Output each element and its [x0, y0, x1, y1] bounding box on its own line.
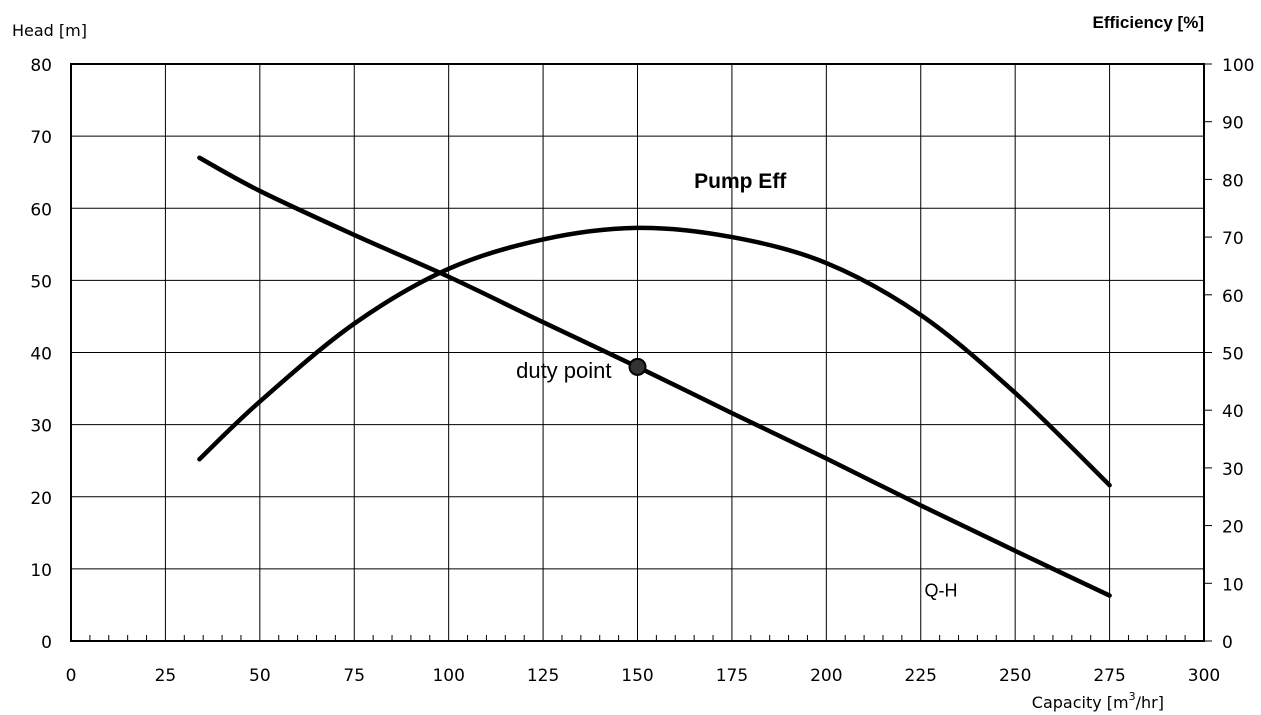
y-right-tick-label: 90: [1222, 114, 1244, 134]
y-right-tick-label: 20: [1222, 518, 1244, 538]
annotation-pump-eff: Pump Eff: [694, 170, 787, 193]
y-left-tick-label: 80: [30, 56, 52, 76]
y-left-tick-label: 70: [30, 128, 52, 148]
y-left-tick-label: 30: [30, 417, 52, 437]
y-right-tick-label: 0: [1222, 633, 1233, 653]
x-tick-label: 100: [432, 666, 464, 686]
y-left-tick-labels: 0 10 20 30 40 50 60 70 80: [30, 56, 52, 653]
y-left-tick-label: 40: [30, 345, 52, 365]
x-tick-labels: 0 25 50 75 100 125 150 175 200 225 250 275 300: [66, 666, 1221, 686]
x-axis-title-superscript: 3: [1129, 690, 1136, 703]
grid-lines: [70, 63, 1205, 642]
x-tick-label: 300: [1188, 666, 1220, 686]
duty-point-marker: [628, 357, 647, 376]
x-tick-label: 50: [249, 666, 271, 686]
y-axis-right-title: Efficiency [%]: [1093, 13, 1204, 32]
series-layer: [197, 155, 1112, 598]
annotation-q-h: Q-H: [925, 581, 958, 601]
x-tick-label: 125: [527, 666, 559, 686]
x-tick-label: 225: [905, 666, 937, 686]
series-line-q-h: [197, 155, 1112, 598]
y-right-tick-label: 60: [1222, 287, 1244, 307]
y-right-tick-label: 50: [1222, 345, 1244, 365]
annotation-duty-point: duty point: [516, 358, 611, 383]
x-tick-label: 75: [343, 666, 365, 686]
y-left-tick-label: 0: [41, 633, 52, 653]
y-left-tick-label: 50: [30, 272, 52, 292]
y-axis-left-title: Head [m]: [12, 21, 87, 40]
y-right-tick-label: 100: [1222, 56, 1254, 76]
x-tick-label: 200: [810, 666, 842, 686]
y-right-tick-label: 10: [1222, 575, 1244, 595]
x-tick-label: 0: [66, 666, 77, 686]
x-tick-label: 250: [999, 666, 1031, 686]
y-right-tick-labels: 0 10 20 30 40 50 60 70 80 90 100: [1204, 56, 1254, 653]
y-right-tick-label: 70: [1222, 229, 1244, 249]
series-line-pump-eff: [197, 225, 1112, 488]
x-axis-title-tail: /hr]: [1136, 693, 1164, 712]
y-left-tick-label: 60: [30, 200, 52, 220]
y-left-tick-label: 10: [30, 561, 52, 581]
x-axis-title: Capacity [m3/hr]: [1032, 690, 1164, 712]
y-left-tick-label: 20: [30, 489, 52, 509]
x-tick-label: 150: [621, 666, 653, 686]
x-axis-title-main: Capacity [m: [1032, 693, 1129, 712]
x-tick-label: 175: [716, 666, 748, 686]
y-right-tick-label: 40: [1222, 402, 1244, 422]
x-tick-label: 275: [1093, 666, 1125, 686]
x-tick-label: 25: [155, 666, 177, 686]
y-right-tick-label: 80: [1222, 171, 1244, 191]
y-right-tick-label: 30: [1222, 460, 1244, 480]
